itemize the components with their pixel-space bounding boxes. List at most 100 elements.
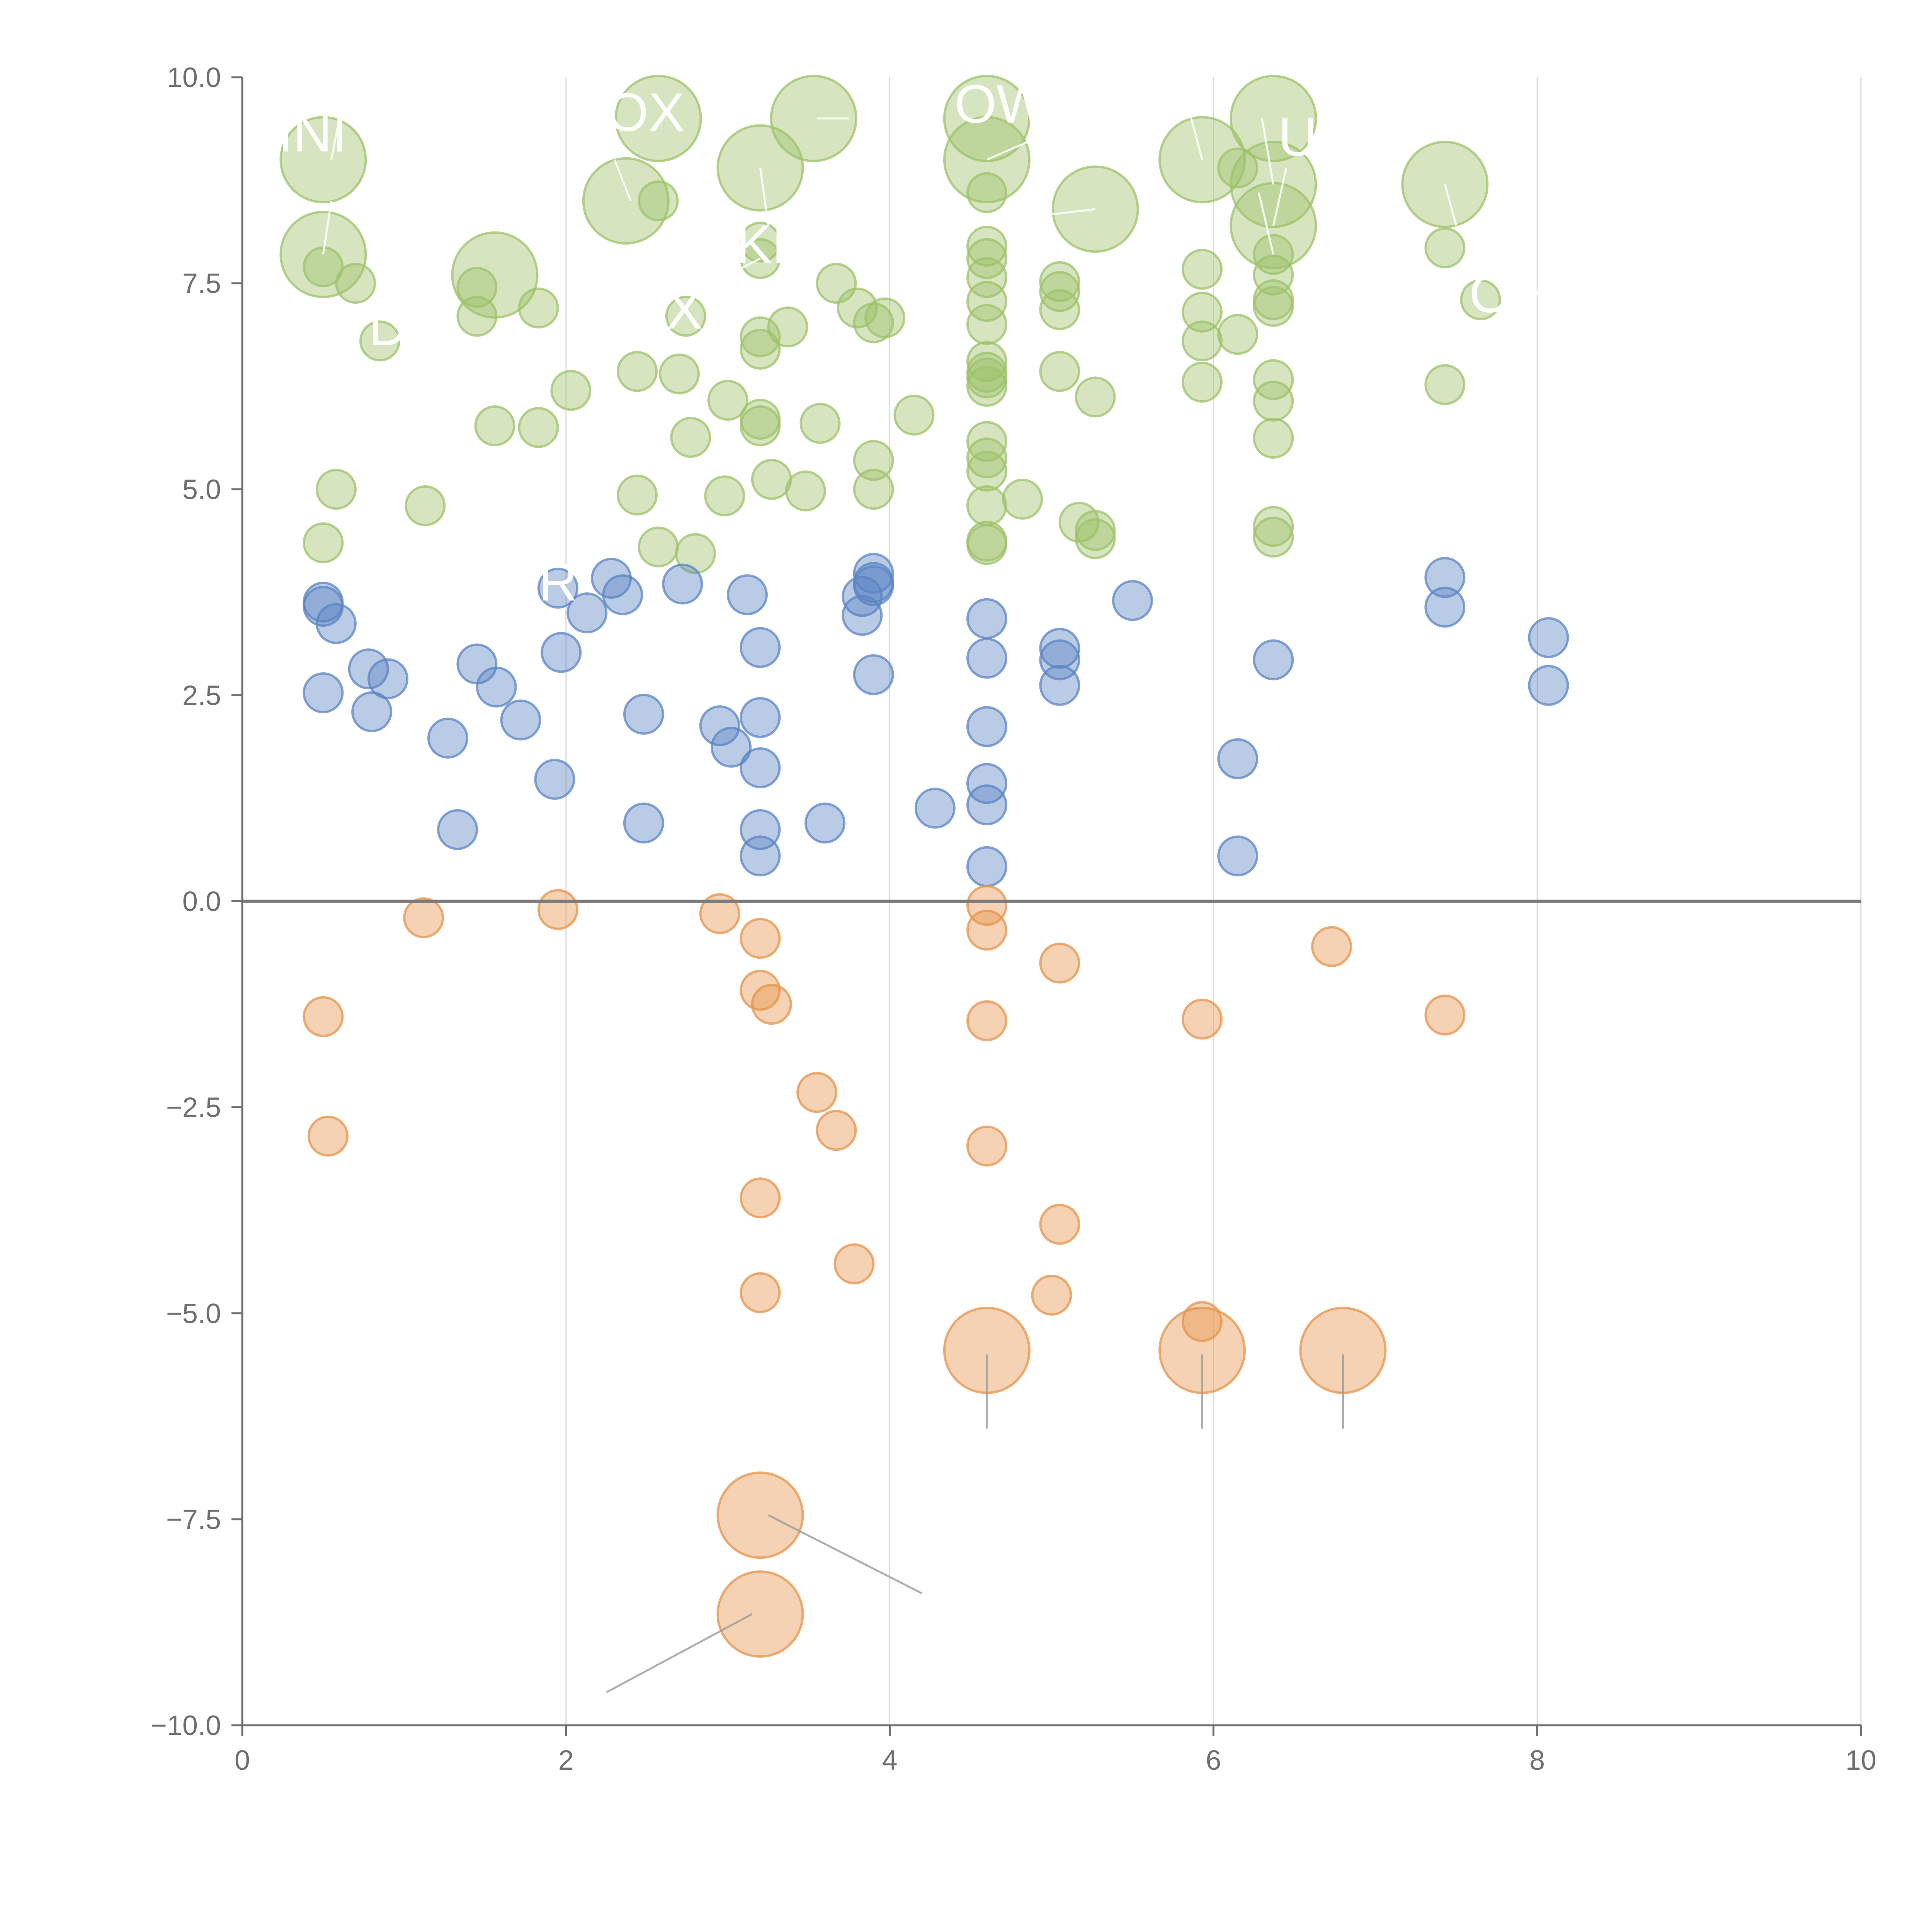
negative-bubble <box>966 885 1007 926</box>
leader-line <box>614 159 632 201</box>
low-bubble <box>699 705 740 747</box>
point-label: X <box>667 279 702 340</box>
negative-bubble <box>1182 1301 1223 1342</box>
high-bubble <box>837 287 878 329</box>
high-bubble <box>943 75 1031 162</box>
high-bubble <box>1401 141 1489 228</box>
low-bubble <box>1528 665 1569 706</box>
high-bubble <box>740 221 781 263</box>
low-bubble <box>966 598 1007 639</box>
high-bubble <box>707 379 748 421</box>
low-bubble <box>1217 835 1259 877</box>
high-bubble <box>1075 376 1116 418</box>
leader-line <box>1188 110 1203 160</box>
x-tick-label: 8 <box>1529 1745 1545 1776</box>
high-bubble <box>675 533 716 574</box>
high-bubble <box>767 306 808 348</box>
low-bubble <box>1528 617 1569 658</box>
x-tick-label: 6 <box>1206 1745 1221 1776</box>
y-tick-label: 7.5 <box>182 268 221 299</box>
negative-bubble <box>1039 942 1080 984</box>
high-bubble <box>799 403 841 444</box>
low-bubble <box>853 654 894 696</box>
negative-bubble <box>966 1125 1007 1167</box>
high-bubble <box>1002 478 1043 520</box>
high-bubble <box>1039 261 1080 302</box>
high-bubble <box>659 353 700 395</box>
negative-bubble <box>796 1072 838 1113</box>
high-bubble <box>1253 506 1294 547</box>
low-bubble <box>966 763 1007 804</box>
low-bubble <box>534 759 575 800</box>
high-bubble <box>315 469 357 510</box>
leader-line <box>986 134 1044 161</box>
low-bubble <box>566 592 608 634</box>
negative-bubble <box>966 910 1007 951</box>
low-bubble <box>537 568 578 609</box>
high-bubble <box>893 395 935 436</box>
negative-bubble <box>699 893 740 934</box>
high-bubble <box>1253 516 1294 558</box>
high-bubble <box>966 366 1007 407</box>
high-bubble <box>1230 75 1317 162</box>
low-bubble <box>1039 665 1080 706</box>
negative-bubble <box>716 1471 804 1559</box>
high-bubble <box>785 470 826 512</box>
high-bubble <box>1253 254 1294 296</box>
high-bubble <box>451 231 539 319</box>
high-bubble <box>1253 286 1294 327</box>
high-bubble <box>665 296 706 337</box>
leader-line <box>1261 118 1274 185</box>
high-bubble <box>966 485 1007 526</box>
negative-bubble <box>308 1116 349 1157</box>
high-bubble <box>1424 227 1466 269</box>
high-bubble <box>751 459 792 500</box>
low-bubble <box>315 603 357 644</box>
high-bubble <box>704 475 745 517</box>
point-label: D <box>369 296 408 357</box>
high-bubble <box>966 341 1007 382</box>
high-bubble <box>1075 518 1116 560</box>
high-bubble <box>1182 362 1223 403</box>
negative-bubble <box>1039 1204 1080 1245</box>
negative-bubble <box>1424 994 1466 1036</box>
high-bubble <box>1182 248 1223 290</box>
leader-line <box>322 201 332 255</box>
low-bubble <box>966 784 1007 825</box>
leader-layer <box>322 102 1458 1693</box>
negative-bubble <box>740 969 781 1011</box>
low-bubble <box>1217 738 1259 779</box>
low-bubble <box>476 667 517 708</box>
low-bubble <box>740 747 781 789</box>
high-bubble <box>1182 291 1223 333</box>
leader-line <box>606 1613 753 1693</box>
leader-line <box>1272 168 1287 226</box>
low-bubble <box>1424 557 1466 598</box>
high-bubble <box>1039 271 1080 312</box>
high-bubble <box>303 246 344 287</box>
leader-line <box>768 1514 923 1595</box>
negative-bubble <box>716 1570 804 1658</box>
low-bubble <box>966 706 1007 747</box>
low-bubble <box>437 809 478 850</box>
high-bubble <box>853 440 894 481</box>
y-tick-label: 10.0 <box>167 62 221 93</box>
high-bubble <box>966 172 1007 213</box>
low-bubble <box>966 638 1007 679</box>
low-bubble <box>351 691 393 733</box>
high-bubble <box>1253 418 1294 459</box>
negative-bubble <box>1182 998 1223 1040</box>
y-tick-label: 2.5 <box>182 680 221 711</box>
high-bubble <box>864 297 906 338</box>
leader-line <box>1444 184 1458 226</box>
high-bubble <box>335 263 376 304</box>
y-tick-label: −7.5 <box>166 1504 221 1535</box>
high-bubble <box>966 304 1007 345</box>
axis-layer: −10.0 −7.5 −5.0 −2.5 0.0 2.5 5.0 7.5 10.0 0 2 4 6 8 10 <box>151 62 1876 1776</box>
y-tick-label: 5.0 <box>182 474 221 505</box>
y-tick-label: −2.5 <box>166 1092 221 1123</box>
x-tick-label: 4 <box>882 1745 898 1776</box>
high-bubble <box>405 485 446 526</box>
high-bubble <box>966 257 1007 298</box>
